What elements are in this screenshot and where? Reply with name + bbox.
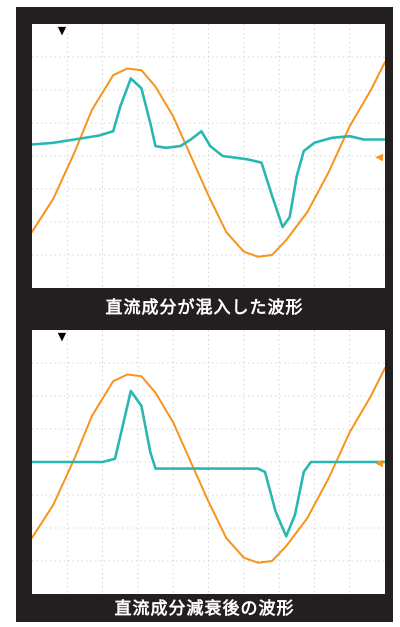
oscilloscope-plot-dc-mixed: ▼◀ — [32, 24, 385, 288]
trigger-marker-icon: ▼ — [58, 24, 67, 37]
graticule — [32, 24, 385, 288]
caption-dc-mixed: 直流成分が混入した波形 — [105, 298, 304, 318]
level-marker-icon: ◀ — [375, 458, 383, 469]
oscilloscope-screen-dc-mixed: ▼ ◀ — [32, 24, 385, 288]
oscilloscope-screen-dc-attenuated: ▼ ◀ — [32, 330, 385, 594]
waveform-orange-line — [32, 367, 385, 564]
oscilloscope-plot-dc-attenuated: ▼◀ — [32, 330, 385, 594]
level-marker-icon: ◀ — [375, 152, 383, 163]
waveform-orange-line — [32, 61, 385, 258]
waveform-cyan-line — [32, 77, 385, 229]
waveform-cyan-line — [32, 389, 385, 538]
caption-dc-attenuated: 直流成分減衰後の波形 — [114, 599, 295, 619]
trigger-marker-icon: ▼ — [58, 330, 67, 343]
